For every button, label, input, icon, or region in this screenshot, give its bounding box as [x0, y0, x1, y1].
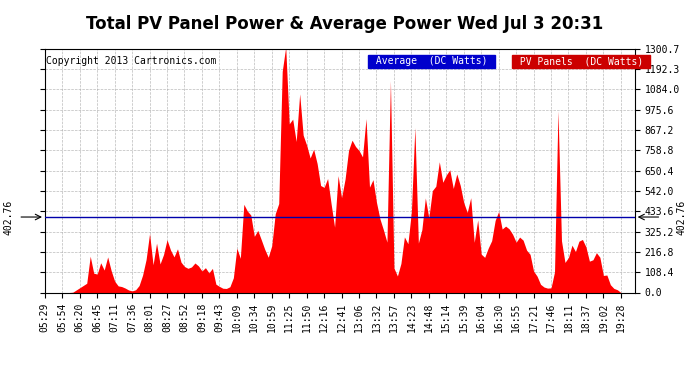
Text: 402.76: 402.76 — [3, 200, 13, 235]
Text: Copyright 2013 Cartronics.com: Copyright 2013 Cartronics.com — [46, 56, 217, 66]
Text: Total PV Panel Power & Average Power Wed Jul 3 20:31: Total PV Panel Power & Average Power Wed… — [86, 15, 604, 33]
Text: PV Panels  (DC Watts): PV Panels (DC Watts) — [514, 56, 649, 66]
Text: 402.76: 402.76 — [677, 200, 687, 235]
Text: Average  (DC Watts): Average (DC Watts) — [370, 56, 493, 66]
